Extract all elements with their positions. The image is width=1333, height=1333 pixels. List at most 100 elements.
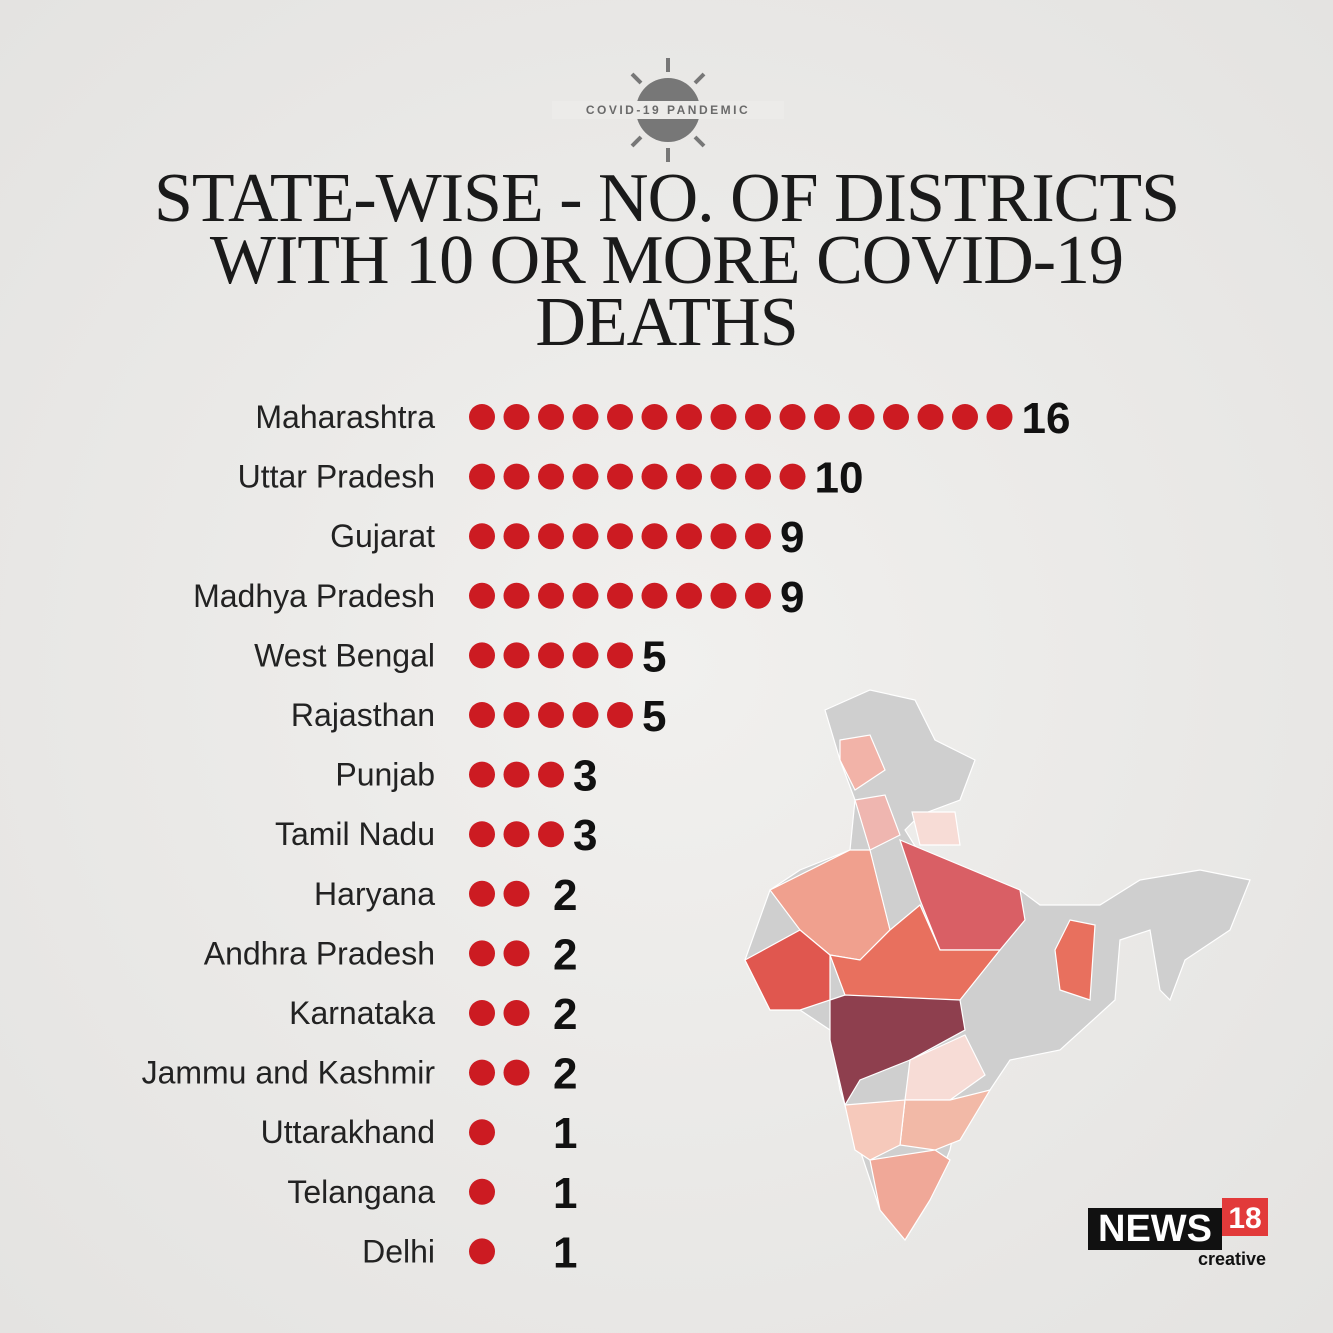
dot [710,523,737,550]
dot-row [469,702,633,728]
value-label: 1 [553,1169,577,1218]
value-label: 2 [553,871,577,920]
dot-row [469,582,771,609]
dot-row [469,463,806,490]
dot-row [469,642,633,669]
dot [572,404,599,430]
dot [986,404,1013,430]
dot [469,1119,495,1146]
value-label: 3 [573,811,597,860]
dot [469,880,495,907]
value-label: 1 [553,1228,577,1277]
dot [469,523,495,550]
dot [814,404,840,430]
dot [469,582,495,609]
value-label: 2 [553,1050,577,1099]
dot [572,702,599,728]
value-label: 2 [553,930,577,979]
dot [469,642,495,669]
dot [572,523,599,550]
dot [641,404,668,430]
dot [538,761,564,788]
dot [538,702,564,728]
dot [469,404,495,430]
dot [745,523,771,550]
value-label: 9 [780,513,804,562]
dot [607,523,633,550]
dot [469,821,495,848]
dot [503,642,530,669]
dot [503,761,530,788]
dot [469,761,495,788]
dot [503,1059,530,1086]
dot [641,523,668,550]
dot [503,582,530,609]
dot [538,582,564,609]
category-label: Uttar Pradesh [238,459,435,495]
dot [503,821,530,848]
dot [676,523,702,550]
dot-row [469,1119,495,1146]
dot [572,582,599,609]
badge: COVID-19 PANDEMIC [586,103,750,117]
dot [641,582,668,609]
dot-row [469,404,1013,430]
value-label: 3 [573,752,597,801]
dot-row [469,523,771,550]
dot-row [469,761,564,788]
dot [503,880,530,907]
category-label: West Bengal [254,637,435,673]
dot [503,702,530,728]
brand-name: NEWS [1098,1208,1212,1250]
dot [469,940,495,967]
dot-row [469,1059,530,1086]
badge-icon [552,58,784,162]
category-label: Madhya Pradesh [193,578,435,614]
category-label: Rajasthan [291,697,435,733]
dot [710,463,737,490]
dot [745,582,771,609]
dot [710,404,737,430]
dot [469,1178,495,1205]
value-label: 2 [553,990,577,1039]
category-label: Tamil Nadu [275,816,435,852]
dot [676,582,702,609]
category-label: Telangana [287,1174,435,1210]
dot [607,702,633,728]
value-label: 9 [780,573,804,622]
brand-number: 18 [1228,1202,1261,1235]
dot [779,463,806,490]
dot-row [469,940,530,967]
dot [503,1000,530,1026]
brand-tagline: creative [1198,1249,1266,1269]
dot [572,463,599,490]
dot [469,702,495,728]
dot [848,404,875,430]
dot [710,582,737,609]
india-map [744,689,1251,1242]
dot [745,463,771,490]
dot [503,404,530,430]
dot [917,404,944,430]
dot [607,642,633,669]
category-label: Andhra Pradesh [204,935,435,971]
dot [538,463,564,490]
dot [469,1000,495,1026]
dot [469,1238,495,1265]
value-label: 5 [642,692,666,741]
dot [503,523,530,550]
dot [607,463,633,490]
dot-row [469,1238,495,1265]
dot [538,642,564,669]
dot [538,404,564,430]
dot [676,404,702,430]
value-label: 1 [553,1109,577,1158]
dot-row [469,1000,530,1026]
category-label: Karnataka [289,995,435,1031]
brand-logo [1088,1198,1268,1250]
dot [538,523,564,550]
category-label: Gujarat [330,518,435,554]
